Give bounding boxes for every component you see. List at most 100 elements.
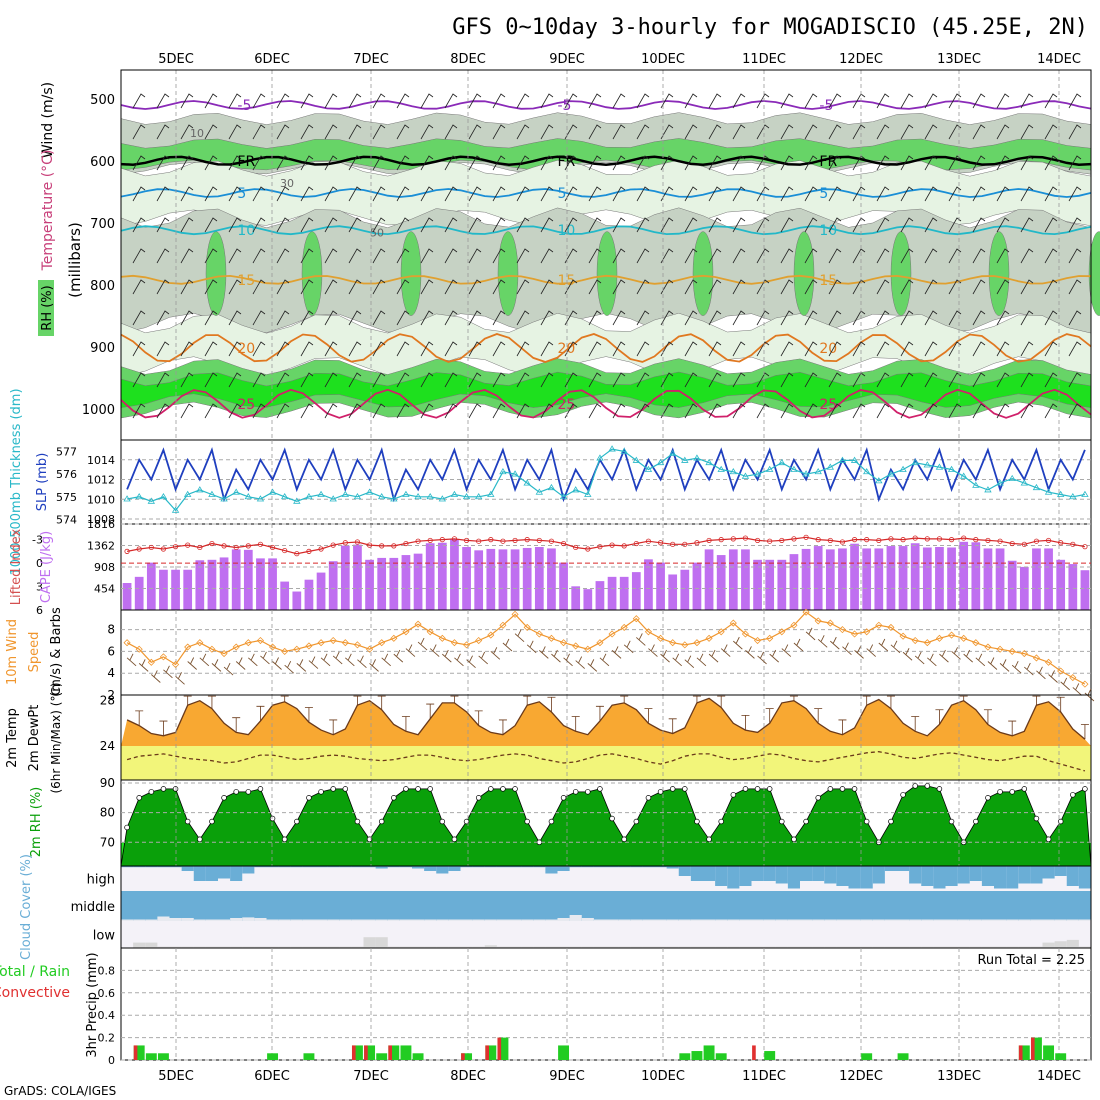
cloud-cell-2-12	[266, 946, 279, 948]
wind-barb-4-9	[348, 217, 362, 233]
cape-bar-28	[462, 547, 471, 610]
wind-barb-6-28	[804, 279, 818, 295]
cloud-cell-0-25	[424, 866, 437, 871]
wind-barb-6-21	[636, 279, 650, 295]
wind-barb-5-19	[588, 248, 602, 264]
isotherm-label-1-1: FR	[558, 154, 576, 170]
wind-barb-1-22	[660, 124, 674, 140]
cloud-cell-1-49	[715, 919, 728, 921]
wind-barb-6-29	[828, 279, 842, 295]
cape-bar-32	[510, 549, 520, 610]
rh-column-8	[988, 231, 1010, 316]
wind-barb-2-32	[900, 155, 914, 171]
wind-barb-3-28	[804, 186, 818, 202]
cloud-cell-0-65	[909, 866, 922, 884]
cloud-cell-0-60	[848, 866, 861, 889]
wind-barb-4-31	[876, 217, 890, 233]
li-point-49	[718, 537, 724, 543]
wind-barb-1-10	[372, 124, 386, 140]
wind-barb-5-32	[900, 248, 914, 264]
wind-barb-9-6	[276, 372, 290, 388]
wind10-barb-48	[708, 649, 719, 663]
precip-total-bar-74	[1018, 1045, 1030, 1060]
li-point-41	[621, 543, 627, 549]
wind10-barb-14	[296, 659, 307, 672]
wind-barb-5-18	[564, 248, 578, 264]
li-point-39	[597, 544, 603, 550]
li-point-50	[730, 536, 736, 542]
wind10-barb-0	[126, 653, 137, 667]
wind-barb-3-1	[156, 186, 170, 202]
wind-barb-3-10	[372, 186, 386, 202]
rh2m-point-6	[197, 836, 203, 843]
cloud-cell-2-28	[460, 946, 473, 948]
wind-barb-5-1	[156, 248, 170, 264]
date-label-top-6: 11DEC	[742, 52, 786, 67]
li-point-75	[1033, 538, 1040, 544]
thickness-point-16	[317, 490, 325, 497]
cape-bar-66	[922, 547, 932, 610]
date-axis-bottom: 5DEC 6DEC 7DEC 8DEC 9DEC 10DEC 11DEC 12DEC 13DEC…	[158, 1069, 1081, 1084]
temp-line	[126, 697, 1086, 740]
temp-minmax-9	[232, 717, 241, 733]
cloud-cell-1-57	[812, 919, 825, 921]
precip-total-bar-47	[691, 1051, 703, 1060]
slp-tick-3: 1014	[87, 454, 115, 467]
cloud-cell-2-44	[654, 946, 667, 948]
wind-barb-7-21	[636, 310, 650, 326]
wind10-barb-79	[1084, 688, 1095, 702]
thickness-point-78	[1069, 492, 1077, 500]
cloud-cell-0-15	[302, 866, 315, 868]
cloud-cell-0-9	[230, 866, 243, 881]
rh2m-point-53	[766, 786, 773, 792]
wind-barb-1-39	[1068, 124, 1082, 140]
wind-barb-2-15	[492, 155, 506, 171]
wind-barb-3-13	[444, 186, 458, 202]
wind-barb-5-10	[372, 248, 386, 264]
wind10-point-52	[753, 636, 762, 645]
wind10-point-54	[778, 628, 786, 636]
wind-barb-4-2	[180, 217, 194, 233]
precip-total-bar-49	[715, 1053, 727, 1060]
rh2m-point-45	[669, 786, 676, 792]
wind10-point-41	[620, 623, 628, 632]
cloud-cell-1-26	[436, 919, 449, 921]
rh2m-point-57	[815, 795, 821, 801]
cloud-cell-0-70	[969, 866, 982, 881]
wind-barb-8-32	[900, 341, 914, 357]
temp-minmax-13	[280, 695, 289, 702]
wind-barb-10-15	[492, 403, 506, 419]
cape-bar-67	[935, 547, 944, 610]
wind10-point-45	[669, 639, 677, 647]
rh2m-point-41	[621, 836, 627, 843]
wind-barb-10-25	[732, 403, 746, 419]
pressure-tick-0: 500	[90, 93, 115, 108]
wind-barb-2-3	[204, 155, 218, 171]
wind-barb-2-38	[1044, 155, 1058, 171]
rh2m-point-33	[524, 818, 530, 825]
temp-minmax-57	[814, 708, 823, 724]
cloud-cell-2-69	[957, 946, 970, 948]
wind10-barb-38	[587, 659, 598, 672]
wind-barb-3-18	[564, 186, 578, 202]
wind-barb-3-39	[1068, 186, 1082, 202]
wind-barb-0-21	[636, 93, 650, 109]
cape-tick-0: 454	[94, 583, 115, 596]
rh2m-point-70	[973, 818, 979, 825]
rh-column-3	[497, 231, 519, 316]
wind10-point-4	[171, 660, 180, 669]
cape-bar-54	[777, 559, 787, 610]
isotherm-label-3-1: 10	[558, 223, 576, 239]
li-point-12	[269, 544, 276, 551]
precip-total-bar-46	[679, 1053, 691, 1060]
wind-barb-1-14	[468, 124, 482, 140]
temp-tick-0: 24	[100, 739, 115, 753]
cloud-cell-2-22	[387, 946, 400, 948]
cape-bar-59	[838, 548, 847, 610]
thickness-point-50	[729, 468, 738, 475]
cloud-cell-0-14	[290, 866, 303, 868]
thickness-point-74	[1020, 479, 1029, 486]
thickness-point-2	[147, 497, 156, 504]
precip-total-bar-2	[145, 1053, 157, 1060]
cloud-cell-0-1	[133, 866, 146, 868]
